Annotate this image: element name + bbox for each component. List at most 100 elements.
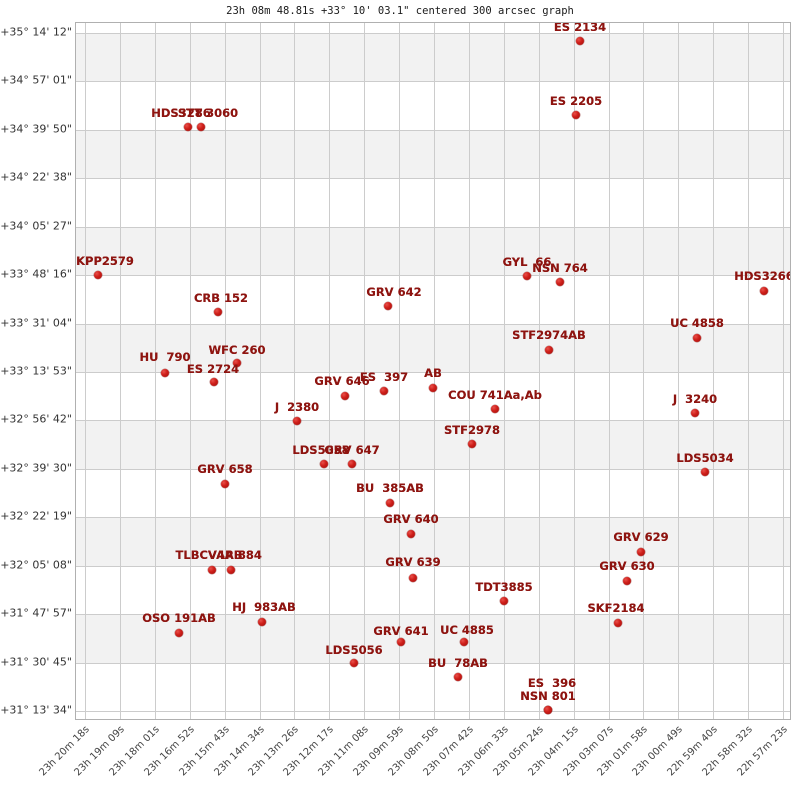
star-marker[interactable] — [384, 302, 392, 310]
y-axis-tick-label: +33° 48' 16" — [0, 267, 72, 281]
gridline-horizontal — [76, 178, 790, 180]
star-marker[interactable] — [691, 409, 699, 417]
gridline-horizontal — [76, 468, 790, 470]
y-axis-tick-label: +32° 39' 30" — [0, 461, 72, 475]
grid-band — [76, 517, 790, 566]
star-marker[interactable] — [614, 619, 622, 627]
star-marker[interactable] — [227, 566, 235, 574]
grid-band — [76, 129, 790, 179]
star-label: J 3240 — [672, 392, 718, 406]
y-axis-tick-label: +33° 31' 04" — [0, 316, 72, 330]
star-label: GRV 639 — [385, 555, 441, 569]
star-marker[interactable] — [397, 638, 405, 646]
star-marker[interactable] — [556, 278, 564, 286]
star-marker[interactable] — [175, 629, 183, 637]
star-marker[interactable] — [460, 638, 468, 646]
star-label: AB — [424, 366, 442, 380]
star-marker[interactable] — [500, 597, 508, 605]
star-marker[interactable] — [210, 378, 218, 386]
star-marker[interactable] — [623, 577, 631, 585]
star-marker[interactable] — [320, 460, 328, 468]
gridline-vertical — [434, 23, 435, 719]
gridline-vertical — [259, 23, 261, 719]
x-axis-tick-label: 23h 20m 18s — [37, 724, 92, 779]
star-label: STF2978 — [444, 423, 500, 437]
star-marker[interactable] — [545, 346, 553, 354]
star-marker[interactable] — [348, 460, 356, 468]
star-marker[interactable] — [94, 271, 102, 279]
star-label: J 2380 — [274, 400, 320, 414]
star-marker[interactable] — [350, 659, 358, 667]
gridline-vertical — [294, 23, 296, 719]
gridline-horizontal — [76, 372, 790, 373]
y-axis-tick-label: +31° 13' 34" — [0, 703, 72, 717]
grid-band — [76, 226, 790, 276]
star-marker[interactable] — [184, 123, 192, 131]
star-marker[interactable] — [293, 417, 301, 425]
star-marker[interactable] — [258, 618, 266, 626]
star-marker[interactable] — [576, 37, 584, 45]
star-label: ES 2205 — [549, 94, 603, 108]
star-marker[interactable] — [760, 287, 768, 295]
star-marker[interactable] — [454, 673, 462, 681]
star-marker[interactable] — [468, 440, 476, 448]
gridline-horizontal — [76, 275, 790, 277]
star-label: BU 385AB — [356, 481, 424, 495]
gridline-horizontal — [76, 420, 790, 422]
star-label: HU 790 — [139, 350, 191, 364]
star-marker[interactable] — [380, 387, 388, 395]
gridline-horizontal — [76, 517, 790, 519]
star-label: COU 741Aa,Ab — [448, 388, 542, 402]
star-marker[interactable] — [407, 530, 415, 538]
chart-title: 23h 08m 48.81s +33° 10' 03.1" centered 3… — [226, 5, 574, 17]
gridline-vertical — [329, 23, 331, 719]
star-marker[interactable] — [208, 566, 216, 574]
y-axis-tick-label: +34° 57' 01" — [0, 73, 72, 87]
star-marker[interactable] — [572, 111, 580, 119]
star-label: UC 4858 — [670, 316, 724, 330]
star-label: TDT3885 — [475, 580, 533, 594]
star-marker[interactable] — [637, 548, 645, 556]
star-label: KPP2579 — [76, 254, 134, 268]
y-axis-tick-label: +32° 22' 19" — [0, 509, 72, 523]
gridline-vertical — [608, 23, 610, 719]
star-label: LDS5056 — [325, 643, 383, 657]
gridline-horizontal — [76, 662, 790, 664]
star-label: CRB 152 — [193, 291, 249, 305]
y-axis-tick-label: +34° 05' 27" — [0, 219, 72, 233]
grid-band — [76, 420, 790, 469]
star-marker[interactable] — [161, 369, 169, 377]
star-label: NSN 801 — [520, 689, 576, 703]
star-marker[interactable] — [523, 272, 531, 280]
y-axis-tick-label: +34° 39' 50" — [0, 122, 72, 136]
gridline-horizontal — [76, 226, 790, 228]
gridline-vertical — [748, 23, 750, 719]
star-marker[interactable] — [233, 359, 241, 367]
y-axis-tick-label: +33° 13' 53" — [0, 364, 72, 378]
star-marker[interactable] — [341, 392, 349, 400]
grid-band — [76, 323, 790, 372]
grid-band — [76, 33, 790, 82]
star-marker[interactable] — [491, 405, 499, 413]
plot-area[interactable]: ES 2134 ES 2205 HDS3286 STT 3060 KPP2579 GYL … — [75, 22, 791, 720]
gridline-vertical — [224, 23, 226, 719]
star-marker[interactable] — [197, 123, 205, 131]
gridline-vertical — [119, 23, 121, 719]
star-label: ES 2724 — [186, 362, 240, 376]
gridline-vertical — [189, 23, 191, 719]
star-marker[interactable] — [214, 308, 222, 316]
star-label: ES 2134 — [553, 22, 607, 34]
star-marker[interactable] — [386, 499, 394, 507]
star-marker[interactable] — [693, 334, 701, 342]
gridline-horizontal — [76, 614, 790, 616]
star-marker[interactable] — [221, 480, 229, 488]
star-label: GRV 641 — [373, 624, 429, 638]
star-marker[interactable] — [409, 574, 417, 582]
star-marker[interactable] — [429, 384, 437, 392]
gridline-horizontal — [76, 33, 790, 34]
gridline-vertical — [85, 23, 86, 719]
star-marker[interactable] — [701, 468, 709, 476]
gridline-horizontal — [76, 129, 790, 131]
star-marker[interactable] — [544, 706, 552, 714]
